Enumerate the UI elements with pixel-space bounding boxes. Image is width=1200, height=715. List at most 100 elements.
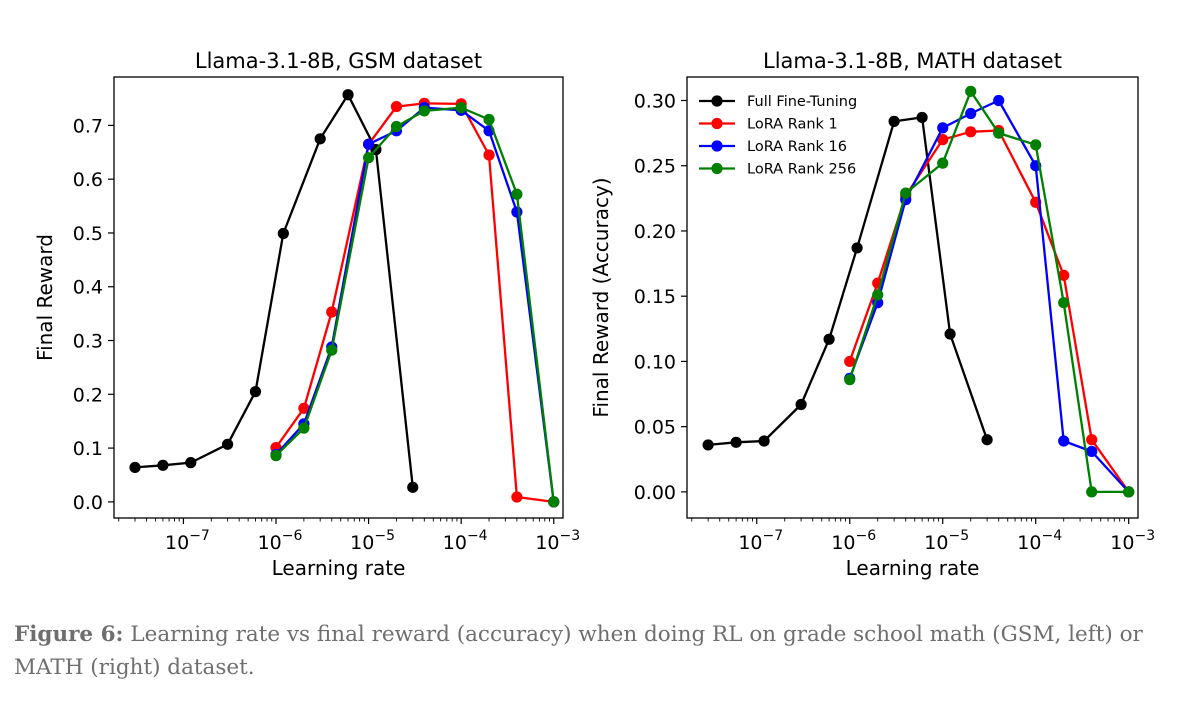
x-tick-label: 10−4 [443, 528, 488, 554]
data-point [407, 481, 419, 493]
chart-2: Llama-3.1-8B, MATH dataset 0.00 0.05 0.10 0.… [589, 49, 1155, 580]
chart-1: Llama-3.1-8B, GSM dataset 0.0 0.1 0.2 0.3 0.4… [33, 49, 580, 580]
data-point [702, 439, 714, 451]
caption-text: Learning rate vs final reward (accuracy)… [14, 622, 1143, 680]
x-tick-label: 10−6 [258, 528, 303, 554]
series-lora-rank-16 [270, 102, 560, 508]
data-point [965, 107, 977, 120]
data-point [965, 126, 977, 138]
data-point [844, 355, 856, 368]
data-point [418, 105, 430, 117]
y-tick-label: 0.1 [73, 438, 103, 460]
data-point [937, 122, 949, 134]
y-tick-label: 0.6 [73, 169, 103, 191]
y-tick-label: 0.05 [634, 417, 676, 439]
series-line [848, 90, 1129, 494]
data-point [1086, 486, 1098, 498]
data-point [277, 227, 289, 240]
series-lora-rank-256 [844, 85, 1135, 498]
y-axis-label: Final Reward [33, 234, 57, 361]
data-point [1086, 445, 1098, 458]
data-point [1123, 486, 1135, 498]
x-tick-label: 10−7 [165, 528, 210, 554]
x-tick-label: 10−3 [1110, 528, 1155, 554]
series-line [134, 93, 414, 488]
data-point [483, 149, 495, 161]
data-point [222, 438, 234, 450]
x-tick-label: 10−6 [831, 528, 876, 554]
legend-swatch-marker [711, 117, 723, 130]
data-point [823, 333, 835, 345]
data-point [1058, 269, 1070, 281]
data-point [993, 127, 1005, 139]
y-tick-label: 0.7 [73, 115, 103, 137]
data-point [342, 89, 354, 101]
legend-swatch-marker [711, 140, 723, 152]
data-point [795, 398, 807, 411]
y-tick-label: 0.00 [634, 482, 676, 504]
series-line [707, 116, 989, 447]
data-point [758, 435, 770, 447]
data-point [298, 422, 310, 434]
data-point [511, 206, 523, 218]
data-point [298, 402, 310, 414]
data-point [362, 152, 375, 164]
data-point [129, 461, 141, 474]
series-lora-rank-1 [270, 97, 560, 508]
data-point [455, 102, 467, 114]
data-point [362, 138, 375, 150]
data-point [1030, 139, 1042, 151]
data-point [944, 328, 956, 340]
x-tick-label: 10−3 [535, 528, 580, 554]
data-point [511, 188, 523, 200]
data-point [390, 100, 403, 113]
x-tick-label: 10−4 [1017, 528, 1062, 554]
figure: Llama-3.1-8B, GSM dataset 0.0 0.1 0.2 0.3 0.4… [33, 49, 1155, 580]
data-point [844, 374, 856, 386]
plot-frame [113, 76, 564, 519]
figure-caption: Figure 6: Learning rate vs final reward … [14, 618, 1189, 684]
legend-label: LoRA Rank 1 [747, 117, 838, 133]
y-tick-label: 0.30 [634, 90, 676, 112]
series-lora-rank-256 [270, 102, 560, 508]
series-line [275, 106, 555, 503]
y-tick-label: 0.4 [73, 277, 103, 299]
x-axis-label: Learning rate [846, 556, 980, 580]
data-point [937, 157, 949, 169]
series-full-fine-tuning [702, 111, 993, 451]
y-tick-label: 0.0 [73, 492, 103, 514]
y-tick-label: 0.3 [73, 331, 103, 353]
data-point [1086, 434, 1098, 446]
data-point [993, 94, 1005, 107]
chart-title: Llama-3.1-8B, GSM dataset [195, 49, 482, 73]
y-tick-label: 0.15 [634, 286, 676, 308]
series-line [848, 129, 1130, 493]
data-point [249, 386, 262, 398]
data-point [730, 436, 742, 448]
data-point [326, 344, 338, 356]
legend-item-full-fine-tuning: Full Fine-Tuning [699, 94, 857, 110]
x-axis-label: Learning rate [272, 556, 406, 580]
legend: Full Fine-Tuning LoRA Rank 1 LoRA Rank 16 L… [699, 94, 857, 178]
data-point [483, 113, 495, 126]
chart-title: Llama-3.1-8B, MATH dataset [763, 49, 1062, 73]
y-tick-label: 0.2 [73, 384, 103, 406]
data-point [937, 134, 949, 146]
data-point [326, 306, 338, 318]
legend-label: LoRA Rank 256 [747, 162, 856, 178]
data-point [965, 85, 977, 97]
caption-label: Figure 6: [14, 622, 124, 647]
data-point [548, 496, 560, 508]
data-point [900, 187, 912, 199]
legend-label: LoRA Rank 16 [747, 139, 847, 155]
y-tick-label: 0.25 [634, 156, 676, 178]
x-tick-label: 10−5 [350, 528, 395, 554]
y-tick-label: 0.10 [634, 351, 676, 373]
data-point [851, 242, 863, 254]
data-point [270, 450, 282, 462]
data-point [1058, 297, 1070, 309]
data-point [157, 459, 169, 471]
legend-item-lora-rank-16: LoRA Rank 16 [699, 139, 847, 155]
legend-swatch-marker [711, 162, 723, 175]
data-point [872, 289, 884, 301]
